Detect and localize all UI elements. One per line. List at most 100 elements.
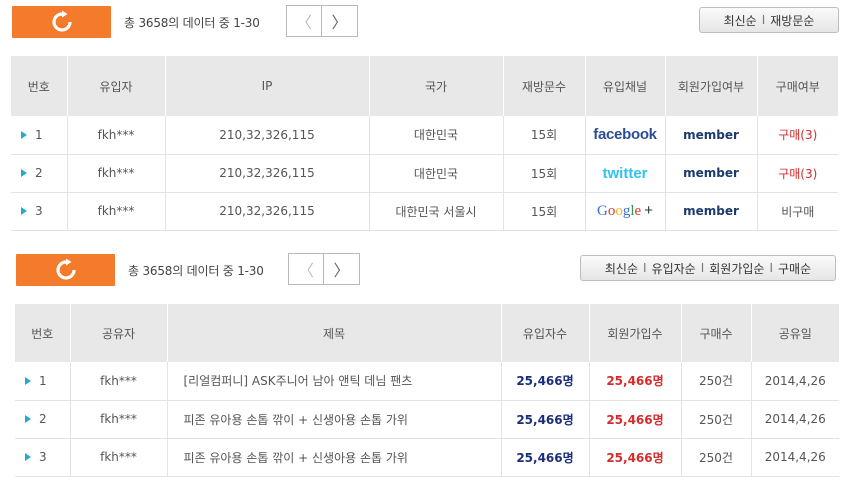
date-cell: 2014,4,26 [751, 438, 839, 477]
signup-cell: member [665, 116, 758, 155]
row-no-cell: 3 [15, 438, 71, 477]
purchase-cell: 비구매 [757, 192, 838, 231]
row-no-cell: 1 [11, 116, 68, 155]
country-cell: 대한민국 서울시 [369, 192, 504, 231]
sort-separator: I [769, 261, 773, 275]
table-header: 번호 유입자 IP 국가 재방문수 유입채널 회원가입여부 구매여부 [11, 56, 838, 116]
google-plus-logo: Google + [597, 202, 653, 219]
sort-revisit[interactable]: 재방문순 [770, 13, 815, 28]
visitors-table: 번호 유입자 IP 국가 재방문수 유입채널 회원가입여부 구매여부 1 fkh… [11, 56, 838, 231]
row-no-cell: 2 [11, 154, 68, 193]
col-sharer: 공유자 [70, 304, 168, 362]
table-header: 번호 공유자 제목 유입자수 회원가입수 구매수 공유일 [15, 304, 839, 362]
twitter-logo: twitter [602, 164, 648, 182]
visitors-toolbar: 총 3658의 데이터 중 1-30 〈 〉 최신순 I 재방문순 [0, 5, 849, 39]
title-cell[interactable]: 피존 유아용 손톱 깎이 + 신생아용 손톱 가위 [167, 400, 502, 439]
row-no: 2 [39, 412, 47, 426]
refresh-icon [55, 258, 76, 280]
row-no: 2 [35, 166, 43, 180]
purchase-cell[interactable]: 구매(3) [757, 116, 838, 155]
chevron-right-icon: 〉 [333, 261, 350, 280]
country-cell: 대한민국 [369, 116, 504, 155]
col-title: 제목 [167, 304, 502, 362]
shares-section: 총 3658의 데이터 중 1-30 〈 〉 최신순 I 유입자순 I 회원가입… [0, 248, 849, 484]
purchases-cell: 250건 [681, 438, 752, 477]
data-count-text: 총 3658의 데이터 중 1-30 [124, 16, 260, 30]
title-cell[interactable]: [리얼컴퍼니] ASK주니어 남아 앤틱 데님 팬츠 [167, 362, 502, 401]
row-no-cell: 3 [11, 192, 68, 231]
date-cell: 2014,4,26 [751, 400, 839, 439]
signups-cell: 25,466명 [589, 362, 682, 401]
sort-latest[interactable]: 최신순 [723, 13, 757, 28]
visitor-cell: fkh*** [67, 154, 166, 193]
col-signups: 회원가입수 [589, 304, 682, 362]
purchases-cell: 250건 [681, 362, 752, 401]
facebook-logo: facebook [593, 126, 657, 144]
revisits-cell: 15회 [503, 154, 586, 193]
col-no: 번호 [11, 56, 68, 116]
table-row[interactable]: 2 fkh*** 210,32,326,115 대한민국 15회 twitter… [11, 154, 838, 193]
visitors-cell: 25,466명 [501, 438, 590, 477]
sort-options: 최신순 I 재방문순 [699, 7, 839, 33]
refresh-button[interactable] [16, 254, 115, 286]
col-purchase: 구매여부 [757, 56, 838, 116]
sort-latest[interactable]: 최신순 [604, 261, 638, 276]
sort-separator: I [642, 261, 647, 275]
sort-signups[interactable]: 회원가입순 [709, 261, 765, 276]
revisits-cell: 15회 [503, 192, 586, 231]
col-no: 번호 [15, 304, 71, 362]
channel-cell: facebook [585, 116, 666, 155]
title-cell[interactable]: 피존 유아용 손톱 깎이 + 신생아용 손톱 가위 [167, 438, 502, 477]
row-no: 1 [35, 127, 43, 142]
date-cell: 2014,4,26 [751, 362, 839, 401]
prev-page-button[interactable]: 〈 [289, 254, 324, 284]
table-row[interactable]: 2 fkh*** 피존 유아용 손톱 깎이 + 신생아용 손톱 가위 25,46… [15, 400, 839, 439]
refresh-icon [51, 10, 72, 32]
triangle-right-icon [21, 169, 27, 177]
chevron-right-icon: 〉 [331, 13, 348, 32]
col-purchases: 구매수 [681, 304, 752, 362]
purchase-cell[interactable]: 구매(3) [757, 154, 838, 193]
visitor-cell: fkh*** [67, 192, 166, 231]
row-no: 1 [39, 373, 47, 388]
signup-cell: member [665, 154, 758, 193]
row-no: 3 [39, 450, 47, 464]
sort-purchases[interactable]: 구매순 [778, 261, 812, 276]
col-channel: 유입채널 [585, 56, 666, 116]
pagination: 〈 〉 [288, 253, 360, 285]
col-date: 공유일 [751, 304, 839, 362]
table-row[interactable]: 1 fkh*** 210,32,326,115 대한민국 15회 faceboo… [11, 116, 838, 155]
refresh-button[interactable] [12, 6, 111, 38]
table-row[interactable]: 3 fkh*** 피존 유아용 손톱 깎이 + 신생아용 손톱 가위 25,46… [15, 438, 839, 477]
visitors-cell: 25,466명 [501, 362, 590, 401]
visitors-section: 총 3658의 데이터 중 1-30 〈 〉 최신순 I 재방문순 번호 유입자… [0, 0, 849, 240]
triangle-right-icon [21, 130, 27, 139]
next-page-button[interactable]: 〉 [324, 254, 359, 284]
channel-cell: twitter [585, 154, 666, 193]
prev-page-button[interactable]: 〈 [287, 6, 322, 36]
ip-cell: 210,32,326,115 [165, 192, 370, 231]
next-page-button[interactable]: 〉 [322, 6, 357, 36]
col-visitors: 유입자수 [501, 304, 590, 362]
signups-cell: 25,466명 [589, 400, 682, 439]
purchases-cell: 250건 [681, 400, 752, 439]
sharer-cell: fkh*** [70, 400, 168, 439]
signups-cell: 25,466명 [589, 438, 682, 477]
table-row[interactable]: 3 fkh*** 210,32,326,115 대한민국 서울시 15회 Goo… [11, 192, 838, 231]
triangle-right-icon [25, 415, 31, 423]
revisits-cell: 15회 [503, 116, 586, 155]
triangle-right-icon [25, 376, 31, 385]
ip-cell: 210,32,326,115 [165, 116, 370, 155]
country-cell: 대한민국 [369, 154, 504, 193]
sort-visitors[interactable]: 유입자순 [651, 261, 696, 276]
triangle-right-icon [21, 207, 27, 215]
table-row[interactable]: 1 fkh*** [리얼컴퍼니] ASK주니어 남아 앤틱 데님 팬츠 25,4… [15, 362, 839, 401]
col-signup: 회원가입여부 [665, 56, 758, 116]
chevron-left-icon: 〈 [295, 13, 312, 32]
sort-separator: I [761, 13, 766, 27]
triangle-right-icon [25, 453, 31, 461]
col-revisits: 재방문수 [503, 56, 586, 116]
row-no-cell: 2 [15, 400, 71, 439]
pagination: 〈 〉 [286, 5, 358, 37]
shares-table: 번호 공유자 제목 유입자수 회원가입수 구매수 공유일 1 fkh*** [리… [15, 304, 839, 477]
